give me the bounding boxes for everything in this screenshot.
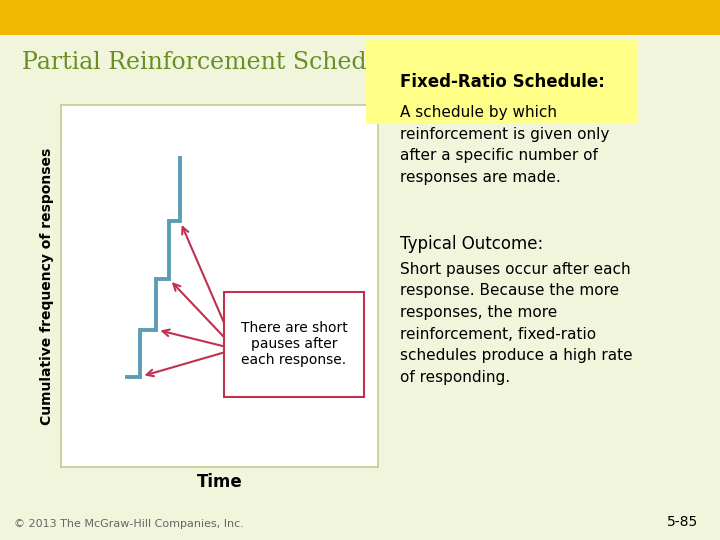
Text: There are short
pauses after
each response.: There are short pauses after each respon…	[240, 321, 348, 367]
Text: © 2013 The McGraw-Hill Companies, Inc.: © 2013 The McGraw-Hill Companies, Inc.	[14, 519, 244, 529]
Text: Partial Reinforcement Schedules:: Partial Reinforcement Schedules:	[22, 51, 423, 75]
Text: A schedule by which
reinforcement is given only
after a specific number of
respo: A schedule by which reinforcement is giv…	[400, 105, 609, 185]
Text: Short pauses occur after each
response. Because the more
responses, the more
rei: Short pauses occur after each response. …	[400, 262, 632, 385]
Text: 5-85: 5-85	[667, 515, 698, 529]
Text: Typical Outcome:: Typical Outcome:	[400, 235, 543, 253]
Text: Fixed-Ratio Schedule:: Fixed-Ratio Schedule:	[400, 73, 605, 91]
X-axis label: Time: Time	[197, 472, 243, 491]
Y-axis label: Cumulative frequency of responses: Cumulative frequency of responses	[40, 147, 54, 425]
FancyBboxPatch shape	[225, 292, 364, 396]
